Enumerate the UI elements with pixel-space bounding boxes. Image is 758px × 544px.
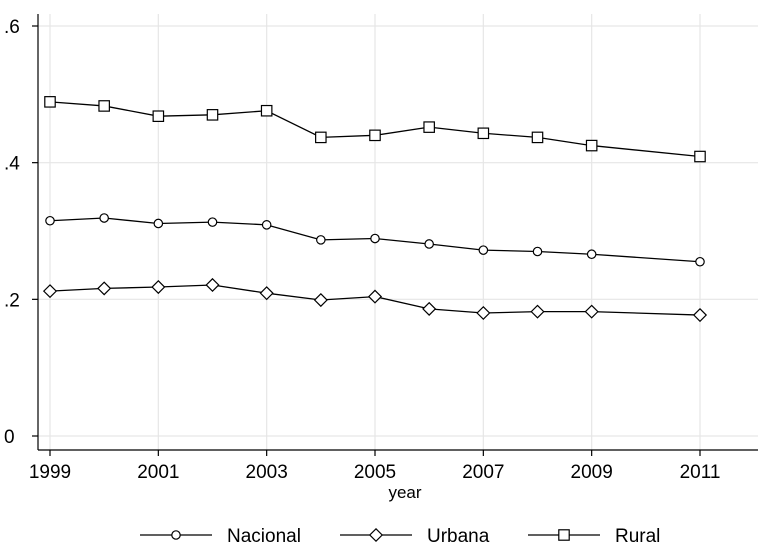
x-tick-label-2005: 2005 [354,462,396,483]
point-urbana-2007 [476,305,491,321]
x-tick-label-2009: 2009 [571,462,613,483]
series-rural [44,96,706,163]
point-urbana-2002 [205,277,220,293]
point-nacional-2000 [99,213,109,223]
point-urbana-1999 [42,284,58,299]
legend-label-urbana: Urbana [427,526,490,544]
legend-label-nacional: Nacional [227,526,301,544]
series-nacional [45,213,705,267]
series-urbana [42,277,708,323]
x-axis-title: year [388,483,421,502]
axes: 0 .2 .4 .6 1999 2001 2003 2005 2007 2009 2011 [4,14,758,483]
legend-label-rural: Rural [615,526,660,544]
point-nacional-1999 [45,215,55,226]
grid [38,14,758,450]
legend: Nacional Urbana Rural [140,526,660,544]
series-layer [42,96,708,323]
x-tick-label-2007: 2007 [462,462,504,483]
legend-marker-rural [558,529,570,541]
point-urbana-2009 [584,304,599,319]
series-line-urbana [49,284,701,316]
point-nacional-2003 [261,220,272,230]
point-rural-2006 [423,121,435,133]
point-nacional-2009 [586,249,597,260]
point-nacional-2002 [207,217,218,227]
point-urbana-2000 [97,281,112,296]
x-tick-label-1999: 1999 [29,462,71,483]
point-rural-2004 [315,131,327,144]
point-rural-2002 [206,109,219,121]
x-tick-label-2011: 2011 [680,462,721,483]
legend-item-urbana: Urbana [340,526,490,544]
legend-item-rural: Rural [528,526,660,544]
point-nacional-2001 [153,218,164,229]
point-rural-2007 [477,127,490,140]
point-nacional-2011 [695,256,705,267]
point-nacional-2007 [478,245,489,255]
point-urbana-2006 [422,301,437,316]
series-line-rural [49,101,701,158]
point-urbana-2008 [530,304,545,319]
y-tick-label-1: .2 [4,290,20,311]
point-rural-2003 [260,104,273,117]
point-urbana-2011 [692,308,708,323]
y-tick-label-3: .6 [4,17,20,38]
point-nacional-2004 [316,235,326,245]
x-tick-label-2003: 2003 [246,462,288,483]
point-rural-1999 [44,96,56,108]
point-urbana-2004 [313,292,328,308]
point-nacional-2005 [370,233,380,244]
legend-item-nacional: Nacional [140,526,301,544]
y-tick-label-0: 0 [4,427,15,448]
point-nacional-2006 [424,239,434,249]
point-urbana-2003 [259,286,274,301]
y-tick-label-2: .4 [4,154,20,175]
point-nacional-2008 [532,246,543,257]
series-line-nacional [49,217,701,263]
point-rural-2000 [98,100,110,112]
x-tick-label-2001: 2001 [137,462,179,483]
point-rural-2001 [152,110,165,122]
point-rural-2008 [531,131,544,144]
point-rural-2011 [694,150,706,163]
point-urbana-2005 [367,289,383,304]
legend-marker-urbana [368,527,384,543]
point-rural-2005 [369,129,381,142]
point-rural-2009 [585,139,598,152]
point-urbana-2001 [151,279,166,295]
legend-marker-nacional [171,530,181,540]
